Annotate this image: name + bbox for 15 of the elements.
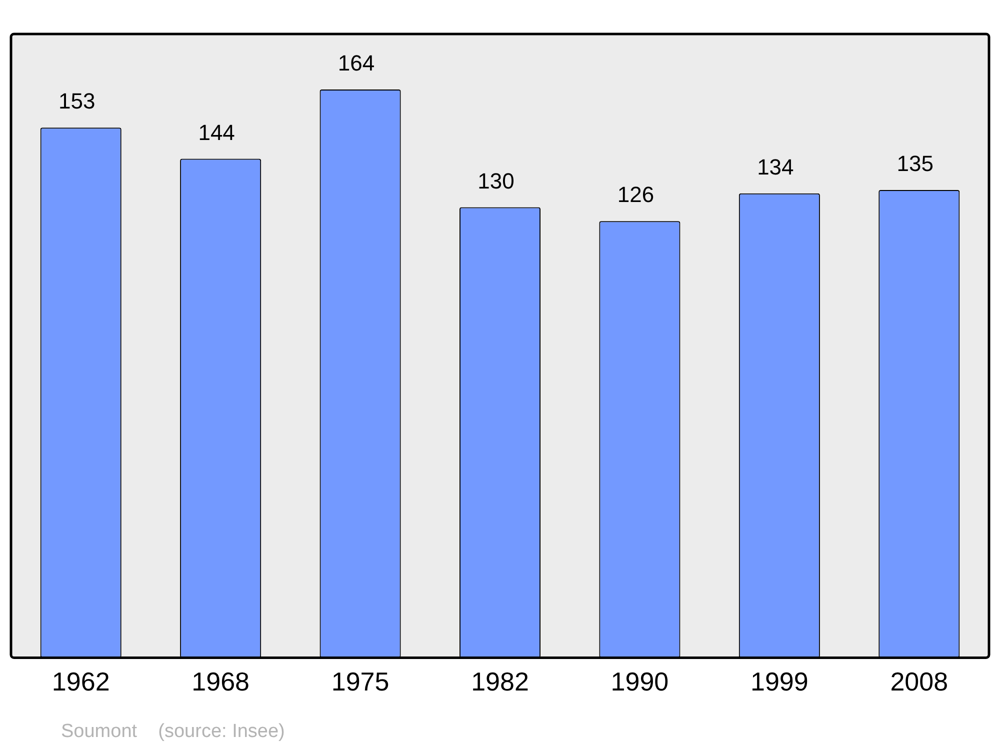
- data-label: 153: [58, 88, 96, 114]
- x-tick-label: 1999: [750, 666, 808, 697]
- x-tick-label: 1968: [192, 666, 250, 697]
- data-label: 135: [896, 151, 934, 176]
- data-label: 130: [478, 168, 514, 194]
- text: Soumont (source: Insee): [61, 721, 285, 742]
- x-tick-label: 2008: [890, 666, 948, 697]
- x-tick-label: 1990: [610, 666, 669, 697]
- data-label: 164: [338, 50, 375, 76]
- data-label: 144: [198, 120, 235, 145]
- data-label: 134: [757, 154, 794, 180]
- data-label: 126: [617, 182, 654, 208]
- x-tick-label: 1975: [331, 666, 390, 697]
- x-tick-label: 1982: [471, 666, 529, 697]
- x-tick-label: 1962: [52, 666, 110, 697]
